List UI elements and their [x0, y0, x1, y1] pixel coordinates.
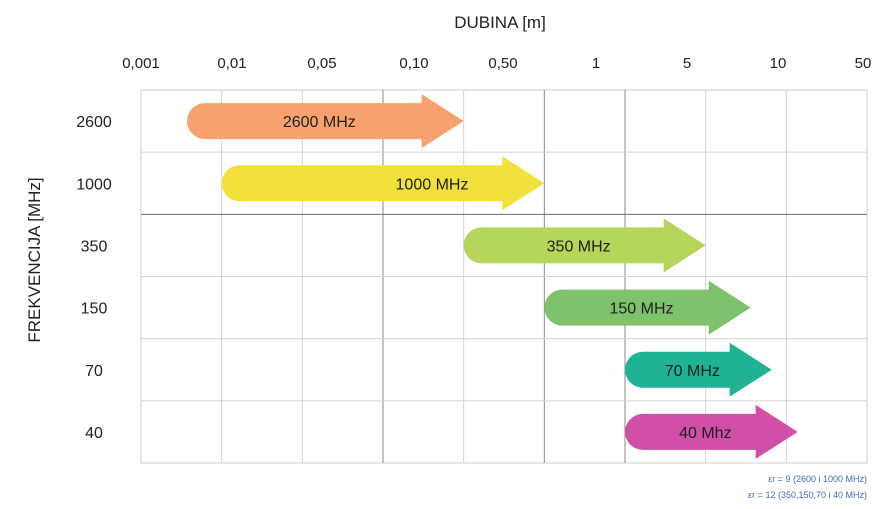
y-tick-label: 150 [81, 301, 108, 318]
y-tick-label: 2600 [76, 114, 112, 131]
arrow-bar [625, 342, 772, 397]
permittivity-note-1: εr = 9 (2600 i 1000 MHz) [768, 474, 867, 484]
arrow-bar [544, 280, 751, 335]
y-tick-label: 350 [81, 238, 108, 255]
x-tick-label: 5 [683, 55, 691, 72]
arrow-label: 1000 MHz [396, 176, 469, 193]
x-tick-label: 0,50 [488, 55, 517, 72]
x-axis-label: DUBINA [m] [454, 13, 546, 32]
arrow-label: 40 Mhz [679, 425, 731, 442]
grid [140, 89, 868, 464]
x-tick-label: 50 [855, 55, 872, 72]
arrow-bar [463, 218, 706, 273]
arrow-label: 150 MHz [609, 301, 673, 318]
x-tick-label: 1 [592, 55, 600, 72]
arrow-bar [187, 94, 464, 149]
y-axis-label: FREKVENCIJA [MHz] [25, 177, 44, 342]
x-tick-label: 0,05 [307, 55, 336, 72]
x-tick-label: 0,01 [217, 55, 246, 72]
x-tick-labels: 0,001 0,01 0,05 0,10 0,50 1 5 10 50 [122, 55, 871, 72]
x-tick-label: 10 [770, 55, 787, 72]
arrow-bar [221, 156, 545, 211]
y-tick-labels: 2600 1000 350 150 70 40 [76, 114, 112, 442]
y-tick-label: 70 [85, 363, 103, 380]
permittivity-note-2: εr = 12 (350,150,70 i 40 MHz) [748, 490, 867, 500]
arrow-bar [625, 404, 798, 459]
x-tick-label: 0,001 [122, 55, 160, 72]
arrow-label: 350 MHz [547, 238, 611, 255]
arrow-label: 2600 MHz [283, 114, 356, 131]
x-tick-label: 0,10 [399, 55, 428, 72]
arrow-bars: 2600 MHz 1000 MHz 350 MHz 150 MHz 70 MHz 40 M… [187, 94, 798, 459]
y-tick-label: 1000 [76, 176, 112, 193]
arrow-label: 70 MHz [665, 363, 720, 380]
y-tick-label: 40 [85, 425, 103, 442]
